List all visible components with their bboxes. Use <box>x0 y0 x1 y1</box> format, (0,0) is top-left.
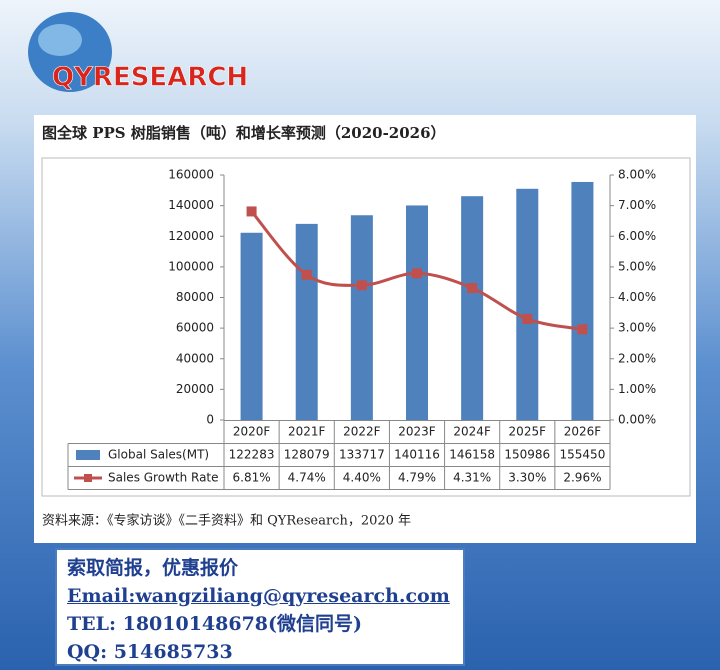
x-tick-label: 2021F <box>288 425 326 439</box>
legend-label: Global Sales(MT) <box>108 448 209 462</box>
contact-line: TEL: 18010148678(微信同号) <box>67 613 363 635</box>
marker <box>356 280 367 291</box>
y-tick-label: 40000 <box>176 351 214 365</box>
legend-key <box>76 450 100 460</box>
table-value: 4.74% <box>288 471 326 485</box>
table-value: 155450 <box>560 448 606 462</box>
contact-line: QQ: 514685733 <box>67 641 233 663</box>
contact-box: 索取简报，优惠报价 Email:wangziliang@qyresearch.c… <box>55 548 465 666</box>
marker <box>412 268 422 279</box>
y2-tick-label: 8.00% <box>618 168 656 182</box>
table-value: 4.40% <box>343 471 381 485</box>
bar <box>240 232 263 420</box>
table-value: 128079 <box>284 448 330 462</box>
bar <box>406 205 428 420</box>
y2-tick-label: 3.00% <box>618 321 656 335</box>
y2-tick-label: 1.00% <box>618 382 656 396</box>
logo: QYRESEARCH <box>52 63 248 93</box>
bar <box>295 223 318 420</box>
y-tick-label: 20000 <box>176 382 214 396</box>
bar <box>461 196 484 420</box>
table-value: 140116 <box>394 448 440 462</box>
x-tick-label: 2026F <box>564 425 602 439</box>
table-value: 146158 <box>449 448 495 462</box>
table-value: 122283 <box>229 448 275 462</box>
table-value: 4.31% <box>453 471 491 485</box>
source-note: 资料来源：《专家访谈》《二手资料》和 QYResearch，2020 年 <box>42 513 411 529</box>
legend-label: Sales Growth Rate <box>108 471 219 485</box>
x-tick-label: 2024F <box>453 425 491 439</box>
marker <box>522 313 533 324</box>
table-value: 6.81% <box>233 471 271 485</box>
x-tick-label: 2022F <box>343 425 381 439</box>
y-tick-label: 60000 <box>176 321 214 335</box>
plot-frame <box>41 157 691 497</box>
marker <box>246 206 257 217</box>
logo-globe-shine <box>38 24 82 56</box>
y2-tick-label: 7.00% <box>618 198 656 212</box>
marker <box>301 269 312 280</box>
marker <box>467 283 478 294</box>
y2-tick-label: 5.00% <box>618 259 656 273</box>
marker <box>577 324 588 335</box>
y2-tick-label: 4.00% <box>618 290 656 304</box>
y-tick-label: 100000 <box>168 259 214 273</box>
x-tick-label: 2020F <box>233 425 271 439</box>
y-tick-label: 140000 <box>168 198 214 212</box>
x-tick-label: 2025F <box>509 425 547 439</box>
legend-key <box>84 474 92 482</box>
bar <box>350 215 373 420</box>
table-value: 2.96% <box>563 471 601 485</box>
table-value: 133717 <box>339 448 385 462</box>
y-tick-label: 80000 <box>176 290 214 304</box>
table-value: 3.30% <box>508 471 546 485</box>
contact-line: 索取简报，优惠报价 <box>67 557 239 579</box>
table-value: 150986 <box>504 448 550 462</box>
y2-tick-label: 6.00% <box>618 229 656 243</box>
chart-title: 图全球 PPS 树脂销售（吨）和增长率预测（2020-2026） <box>42 124 446 142</box>
y-tick-label: 160000 <box>168 168 214 182</box>
y-tick-label: 0 <box>206 413 214 427</box>
bar <box>571 181 594 420</box>
x-tick-label: 2023F <box>398 425 436 439</box>
y2-tick-label: 2.00% <box>618 351 656 365</box>
table-value: 4.79% <box>398 471 436 485</box>
bar <box>516 188 539 420</box>
y2-tick-label: 0.00% <box>618 413 656 427</box>
y-tick-label: 120000 <box>168 229 214 243</box>
contact-email: Email:wangziliang@qyresearch.com <box>67 585 450 607</box>
